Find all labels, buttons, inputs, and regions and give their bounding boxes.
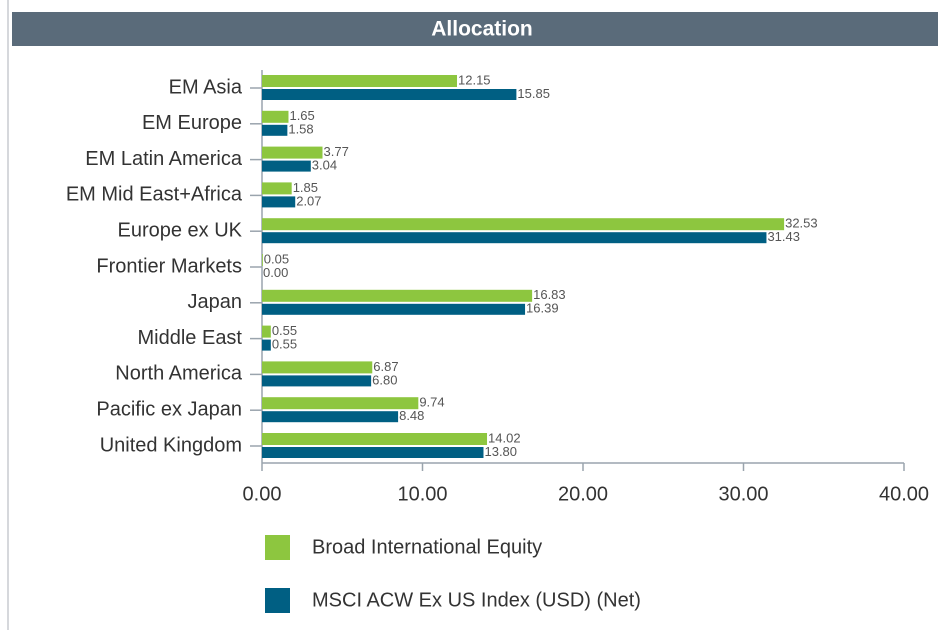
data-label: 0.00	[263, 265, 288, 280]
bar	[262, 110, 289, 123]
legend-swatch	[265, 535, 290, 560]
header-bar	[12, 12, 938, 46]
bar	[262, 303, 526, 315]
data-label: 0.55	[272, 337, 297, 352]
x-tick-label: 10.00	[397, 483, 447, 505]
y-tick-label: Middle East	[138, 327, 243, 349]
y-tick-label: EM Asia	[169, 76, 243, 98]
x-tick-label: 30.00	[718, 483, 768, 505]
legend-swatch	[265, 588, 290, 613]
bar	[262, 397, 419, 410]
bar	[262, 289, 533, 302]
bar	[262, 160, 311, 172]
bar	[262, 232, 767, 244]
bar	[262, 182, 292, 195]
data-label: 2.07	[296, 193, 321, 208]
data-label: 14.02	[488, 430, 521, 445]
data-label: 6.87	[373, 359, 398, 374]
y-tick-label: EM Latin America	[85, 148, 243, 170]
y-tick-label: Japan	[188, 291, 243, 313]
y-tick-label: Frontier Markets	[96, 255, 242, 277]
y-tick-label: North America	[115, 363, 243, 385]
bar	[262, 361, 373, 374]
data-label: 16.39	[526, 301, 559, 316]
bar	[262, 433, 488, 445]
chart-title: Allocation	[431, 18, 533, 41]
data-label: 12.15	[458, 72, 491, 87]
data-label: 0.05	[264, 251, 289, 266]
data-label: 3.04	[312, 158, 337, 173]
bar	[262, 375, 372, 387]
x-tick-label: 0.00	[243, 483, 282, 505]
y-tick-label: EM Mid East+Africa	[66, 184, 243, 206]
bar	[262, 447, 484, 458]
data-label: 31.43	[767, 229, 800, 244]
data-label: 15.85	[517, 86, 550, 101]
bar	[262, 411, 399, 423]
y-tick-label: Pacific ex Japan	[96, 398, 242, 420]
data-label: 16.83	[533, 287, 566, 302]
bar	[262, 218, 785, 231]
bar	[262, 196, 296, 208]
data-label: 6.80	[372, 372, 397, 387]
bar	[262, 146, 323, 159]
bar	[262, 75, 458, 87]
legend-label: MSCI ACW Ex US Index (USD) (Net)	[312, 589, 641, 611]
x-tick-label: 20.00	[558, 483, 608, 505]
data-label: 3.77	[324, 144, 349, 159]
y-tick-label: EM Europe	[142, 112, 242, 134]
legend-label: Broad International Equity	[312, 536, 542, 558]
data-label: 1.58	[288, 122, 313, 137]
data-label: 1.85	[293, 180, 318, 195]
data-label: 0.55	[272, 323, 297, 338]
bar	[262, 339, 271, 351]
data-label: 13.80	[484, 444, 517, 459]
bar	[262, 254, 263, 266]
y-tick-label: United Kingdom	[100, 434, 242, 456]
bar	[262, 89, 517, 100]
y-tick-label: Europe ex UK	[117, 219, 242, 241]
data-label: 9.74	[419, 395, 444, 410]
bar	[262, 325, 271, 338]
data-label: 32.53	[785, 216, 818, 231]
bar	[262, 124, 288, 136]
data-label: 1.65	[289, 108, 314, 123]
data-label: 8.48	[399, 408, 424, 423]
x-tick-label: 40.00	[879, 483, 929, 505]
